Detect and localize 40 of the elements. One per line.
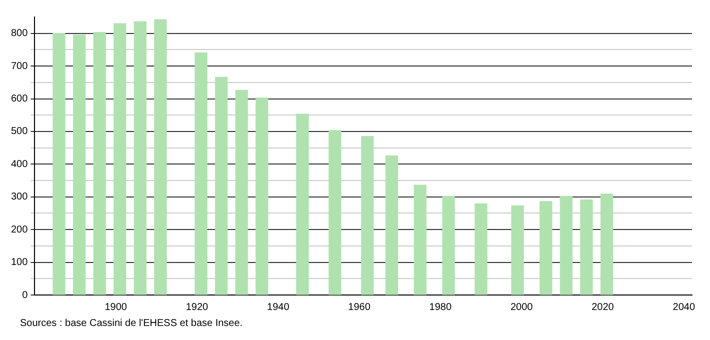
bar — [600, 194, 614, 295]
x-tick-label: 2020 — [592, 302, 614, 313]
x-tick-label: 1920 — [186, 302, 209, 313]
bar — [154, 19, 167, 295]
bar — [256, 97, 268, 295]
source-note: Sources : base Cassini de l'EHESS et base Insee. — [20, 318, 244, 329]
bar — [414, 184, 426, 295]
bar — [474, 203, 488, 295]
bar — [72, 34, 86, 295]
y-tick-label: 100 — [10, 257, 28, 268]
x-tick-label: 1900 — [104, 302, 128, 313]
bar — [580, 199, 593, 295]
bar — [511, 205, 524, 295]
bar — [52, 33, 66, 295]
bar — [361, 136, 374, 295]
y-tick-label: 700 — [10, 60, 28, 72]
bar — [215, 76, 228, 295]
bar — [235, 90, 248, 295]
bar — [93, 32, 106, 295]
x-tick-label: 2000 — [510, 302, 534, 313]
x-tick-label: 1980 — [429, 302, 452, 313]
bar — [442, 196, 455, 295]
bar — [194, 52, 208, 295]
y-tick-label: 0 — [22, 290, 28, 301]
y-tick-label: 500 — [10, 126, 28, 138]
y-tick-label: 600 — [10, 94, 28, 105]
bar — [328, 130, 342, 295]
y-tick-label: 200 — [10, 224, 28, 236]
bar — [134, 21, 147, 295]
bar — [560, 196, 573, 295]
x-tick-label: 1940 — [267, 302, 290, 313]
bar — [385, 155, 398, 295]
x-tick-label: 2040 — [672, 302, 696, 313]
bar — [296, 114, 309, 295]
y-tick-label: 400 — [10, 158, 28, 170]
bar — [540, 201, 552, 295]
y-tick-label: 300 — [10, 192, 28, 203]
bar — [114, 23, 126, 295]
x-tick-label: 1960 — [348, 302, 371, 313]
y-tick-label: 800 — [10, 28, 28, 40]
